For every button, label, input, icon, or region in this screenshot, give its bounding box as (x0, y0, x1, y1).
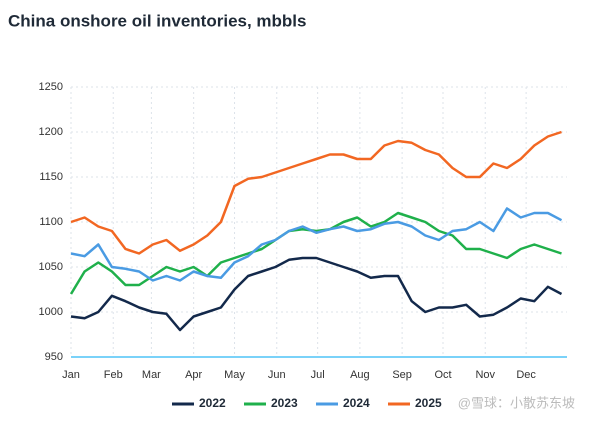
x-tick-label: Dec (516, 369, 536, 381)
x-tick-label: May (224, 369, 245, 381)
series-line (70, 256, 563, 332)
y-tick-label: 1050 (39, 261, 63, 273)
y-tick-label: 1250 (39, 81, 63, 93)
x-tick-label: Mar (142, 369, 161, 381)
legend-label: 2023 (271, 396, 298, 410)
legend-label: 2022 (199, 396, 226, 410)
chart-title: China onshore oil inventories, mbbls (8, 11, 307, 30)
y-tick-label: 950 (45, 351, 63, 363)
x-tick-label: Aug (350, 369, 370, 381)
legend-label: 2025 (415, 396, 442, 410)
x-tick-label: Jun (268, 369, 286, 381)
legend-label: 2024 (343, 396, 370, 410)
x-tick-label: Feb (104, 369, 123, 381)
y-tick-label: 1200 (39, 126, 63, 138)
x-tick-label: Jul (311, 369, 325, 381)
x-tick-label: Sep (392, 369, 412, 381)
series-line (70, 207, 563, 282)
series-line (69, 211, 562, 295)
y-tick-label: 1150 (39, 171, 63, 183)
y-tick-label: 1100 (39, 216, 63, 228)
series-line (70, 130, 562, 255)
x-tick-label: Apr (185, 369, 202, 381)
x-tick-label: Jan (62, 369, 80, 381)
x-tick-label: Nov (475, 369, 495, 381)
watermark: @雪球：小散苏东坡 (458, 395, 575, 410)
y-tick-label: 1000 (39, 306, 63, 318)
x-tick-label: Oct (434, 369, 451, 381)
